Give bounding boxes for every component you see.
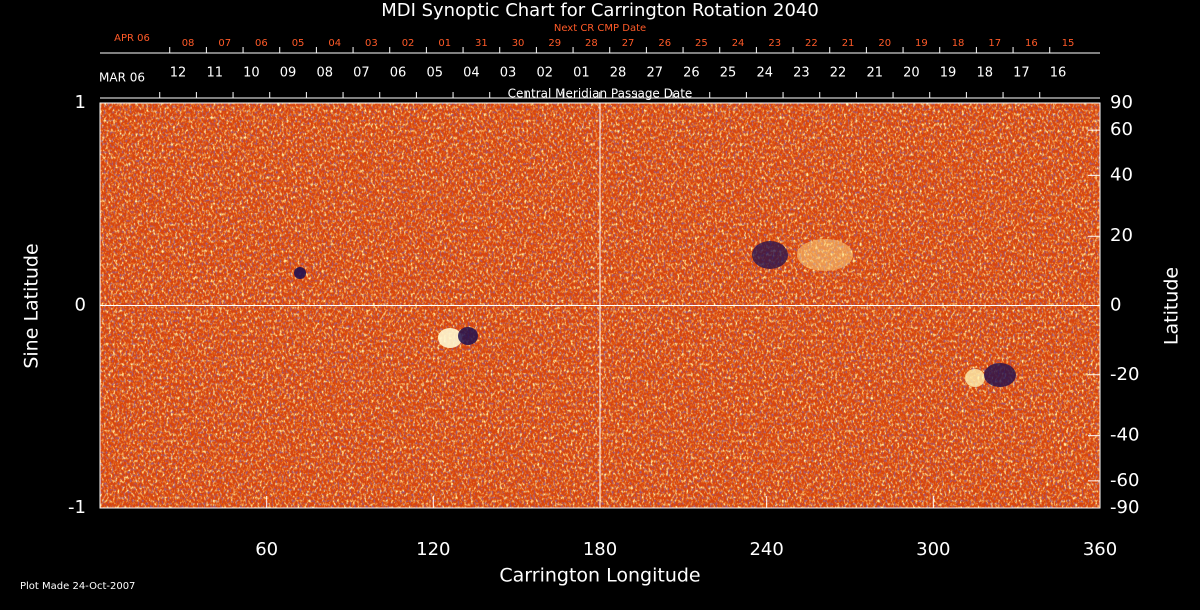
next-date-label: 21: [842, 38, 855, 49]
y2-axis-label: Latitude: [1161, 267, 1183, 345]
month-label: MAR 06: [99, 71, 145, 85]
next-date-label: 02: [402, 38, 415, 49]
next-date-label: 30: [512, 38, 525, 49]
cmp-date-label: 05: [426, 66, 443, 81]
cmp-date-label: 11: [206, 66, 223, 81]
x-axis-label: Carrington Longitude: [499, 565, 700, 587]
y-axis-label: Sine Latitude: [21, 243, 43, 368]
cmp-date-label: 27: [646, 66, 663, 81]
next-date-label: 07: [218, 38, 231, 49]
cmp-date-label: 10: [243, 66, 260, 81]
x-tick-label: 60: [255, 539, 278, 560]
next-date-label: 31: [475, 38, 488, 49]
y-tick-label: 1: [75, 92, 86, 113]
y2-tick-label: 90: [1110, 92, 1133, 113]
y-tick-label: -1: [68, 497, 86, 518]
next-date-label: 29: [548, 38, 561, 49]
cmp-date-label: 25: [720, 66, 737, 81]
cmp-date-label: 17: [1013, 66, 1030, 81]
cmp-date-label: 24: [756, 66, 773, 81]
y-tick-label: 0: [75, 295, 86, 316]
next-date-label: 08: [182, 38, 195, 49]
cmp-date-label: 21: [866, 66, 883, 81]
cmp-date-label: 26: [683, 66, 700, 81]
cmp-date-label: 22: [830, 66, 847, 81]
x-tick-label: 240: [749, 539, 783, 560]
y2-tick-label: 20: [1110, 225, 1133, 246]
next-date-label: 22: [805, 38, 818, 49]
cmp-date-label: 07: [353, 66, 370, 81]
cmp-date-label: 04: [463, 66, 480, 81]
next-date-label: 23: [768, 38, 781, 49]
next-date-label: 01: [438, 38, 451, 49]
next-date-label: 16: [1025, 38, 1038, 49]
next-date-label: 06: [255, 38, 268, 49]
next-axis-label: Next CR CMP Date: [554, 23, 646, 34]
footer: Plot Made 24-Oct-2007: [20, 581, 135, 592]
cmp-date-label: 20: [903, 66, 920, 81]
cmp-date-label: 06: [390, 66, 407, 81]
cmp-date-label: 19: [940, 66, 957, 81]
x-tick-label: 180: [583, 539, 617, 560]
x-tick-label: 120: [416, 539, 450, 560]
y2-tick-label: 60: [1110, 119, 1133, 140]
next-date-label: 28: [585, 38, 598, 49]
y2-tick-label: -60: [1110, 470, 1139, 491]
x-tick-label: 360: [1083, 539, 1117, 560]
cmp-date-label: 23: [793, 66, 810, 81]
y2-tick-label: 0: [1110, 295, 1121, 316]
next-date-label: 05: [292, 38, 305, 49]
y2-tick-label: -90: [1110, 497, 1139, 518]
cmp-date-label: 18: [976, 66, 993, 81]
cmp-date-label: 03: [500, 66, 517, 81]
next-date-label: 03: [365, 38, 378, 49]
next-date-label: 04: [328, 38, 341, 49]
cmp-date-label: 28: [610, 66, 627, 81]
y2-tick-label: -20: [1110, 364, 1139, 385]
cmp-date-label: 08: [316, 66, 333, 81]
next-date-label: 25: [695, 38, 708, 49]
next-date-label: 26: [658, 38, 671, 49]
y2-tick-label: -40: [1110, 425, 1139, 446]
cmp-date-label: 09: [280, 66, 297, 81]
chart-title: MDI Synoptic Chart for Carrington Rotati…: [381, 0, 819, 21]
x-tick-label: 300: [916, 539, 950, 560]
y2-tick-label: 40: [1110, 164, 1133, 185]
next-date-label: 19: [915, 38, 928, 49]
next-month-label: APR 06: [114, 33, 150, 44]
cmp-date-label: 12: [170, 66, 187, 81]
cmp-date-label: 16: [1050, 66, 1067, 81]
next-date-label: 15: [1062, 38, 1075, 49]
cmp-date-label: 01: [573, 66, 590, 81]
next-date-label: 17: [988, 38, 1001, 49]
next-date-label: 18: [952, 38, 965, 49]
next-date-label: 27: [622, 38, 635, 49]
next-date-label: 20: [878, 38, 891, 49]
next-date-label: 24: [732, 38, 745, 49]
cmp-date-label: 02: [536, 66, 553, 81]
